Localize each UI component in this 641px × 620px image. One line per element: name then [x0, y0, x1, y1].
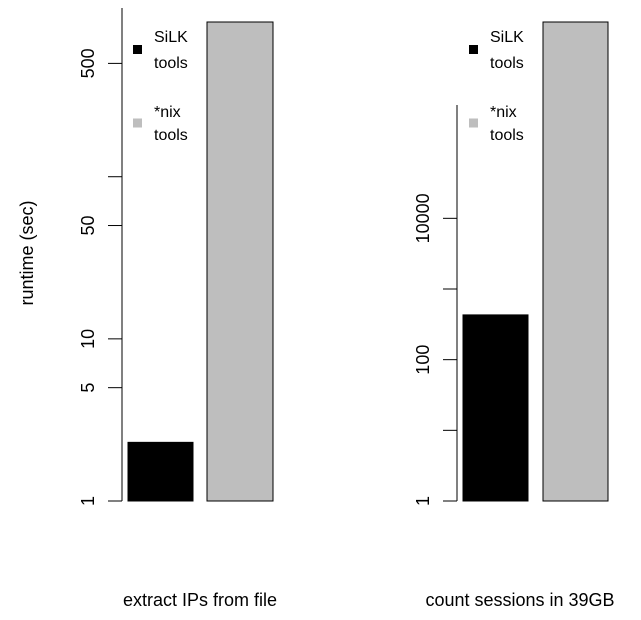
y-axis-label: runtime (sec)	[17, 200, 37, 305]
legend-label: SiLK	[490, 29, 524, 46]
legend-swatch-nix	[469, 118, 478, 128]
y-tick-label: 1	[78, 496, 98, 506]
legend-label: tools	[490, 127, 524, 144]
legend-swatch-nix	[133, 118, 142, 128]
bar-nix	[206, 21, 274, 502]
y-tick-label: 10000	[413, 193, 433, 243]
y-tick-label: 100	[413, 345, 433, 375]
y-tick-label: 50	[78, 216, 98, 236]
legend-swatch-silk	[133, 45, 142, 54]
x-axis-label: extract IPs from file	[123, 590, 277, 610]
legend-label: *nix	[490, 104, 517, 121]
legend-label: tools	[154, 127, 188, 144]
bar-silk	[127, 441, 194, 502]
legend-swatch-silk	[469, 45, 478, 54]
y-tick-label: 5	[78, 383, 98, 393]
bar-silk	[462, 314, 529, 502]
y-tick-label: 10	[78, 329, 98, 349]
legend-label: *nix	[154, 104, 181, 121]
legend-label: SiLK	[154, 29, 188, 46]
y-tick-label: 1	[413, 496, 433, 506]
x-axis-label: count sessions in 39GB	[425, 590, 614, 610]
y-tick-label: 500	[78, 48, 98, 78]
bar-nix	[542, 21, 609, 502]
legend-label: tools	[154, 55, 188, 72]
legend-label: tools	[490, 55, 524, 72]
